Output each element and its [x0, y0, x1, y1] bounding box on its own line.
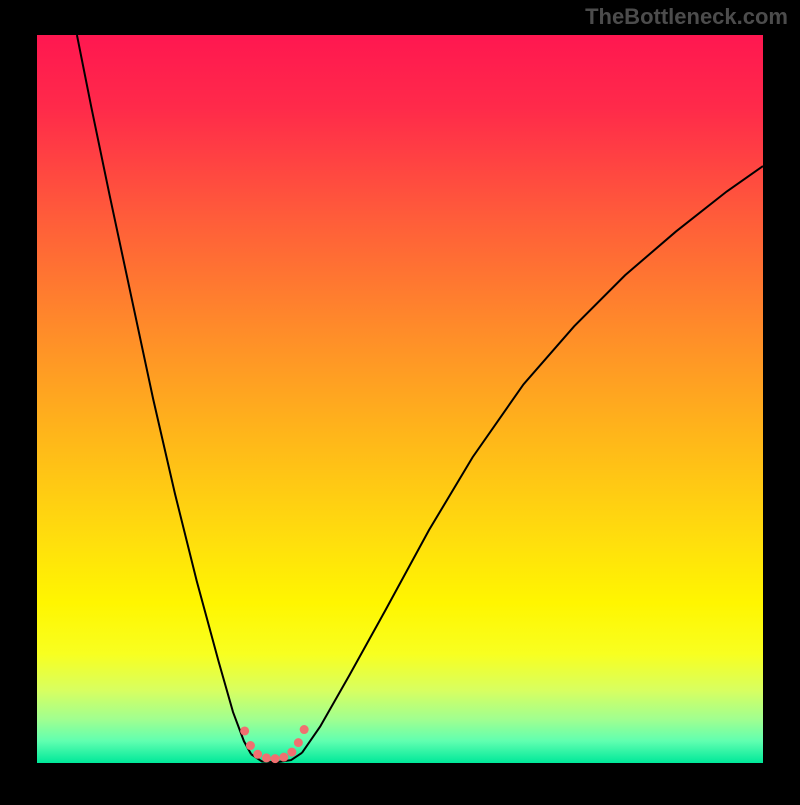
valley-dot: [271, 754, 280, 763]
valley-dot: [279, 753, 288, 762]
watermark-text: TheBottleneck.com: [585, 4, 788, 30]
valley-dot: [246, 741, 255, 750]
valley-dot: [240, 726, 249, 735]
valley-dot: [253, 750, 262, 759]
valley-dot: [287, 748, 296, 757]
valley-dot: [262, 753, 271, 762]
bottleneck-chart: [0, 0, 800, 800]
valley-dot: [300, 725, 309, 734]
valley-dot: [294, 738, 303, 747]
chart-plot-area: [37, 35, 763, 763]
